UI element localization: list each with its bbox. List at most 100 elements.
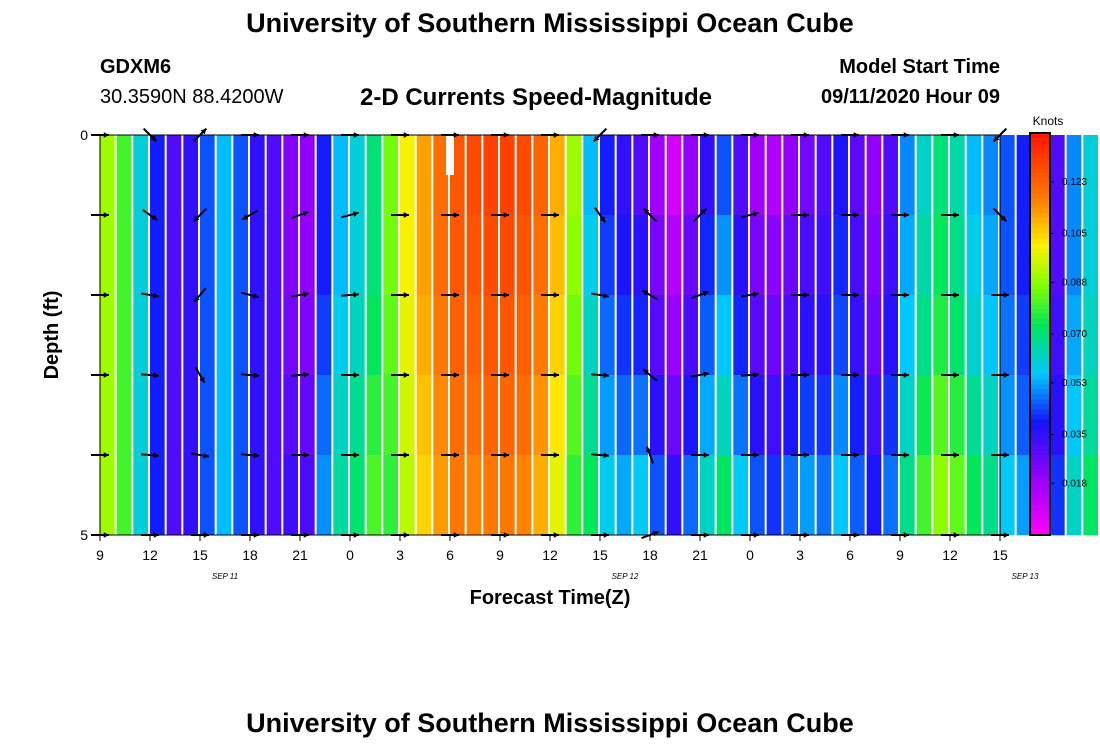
- y-tick-label: 0: [80, 127, 88, 143]
- current-vector: [791, 292, 809, 298]
- heatmap-cell: [466, 215, 482, 296]
- heatmap-cell: [1066, 135, 1082, 216]
- current-vector: [941, 372, 959, 378]
- current-vector: [441, 292, 459, 298]
- heatmap-cell: [816, 375, 832, 456]
- heatmap-cell: [533, 455, 548, 536]
- colorbar-swatch: [1030, 519, 1050, 526]
- heatmap-cell: [150, 215, 165, 296]
- heatmap-cell: [933, 295, 948, 376]
- x-tick-label: 3: [396, 547, 404, 563]
- x-tick-label: 3: [796, 547, 804, 563]
- heatmap-cell: [816, 215, 832, 296]
- heatmap-cell: [233, 135, 248, 216]
- heatmap-cell: [533, 215, 548, 296]
- current-vector: [341, 452, 359, 458]
- heatmap-cell: [866, 455, 882, 536]
- x-tick-label: 0: [346, 547, 354, 563]
- x-tick-label: 9: [896, 547, 904, 563]
- colorbar-swatch: [1030, 148, 1050, 154]
- heatmap-cell: [200, 295, 215, 376]
- heatmap-cell: [750, 295, 765, 376]
- heatmap-cell: [966, 215, 982, 296]
- heatmap-cell: [766, 455, 782, 536]
- heatmap-cell: [650, 375, 665, 456]
- heatmap-cell: [233, 295, 248, 376]
- heatmap-cell: [100, 135, 115, 216]
- colorbar-swatch: [1030, 283, 1050, 290]
- heatmap-cell: [250, 135, 265, 216]
- heatmap-cell: [383, 215, 398, 296]
- colorbar-swatch: [1030, 323, 1050, 330]
- heatmap-cell: [300, 135, 315, 216]
- colorbar-swatch: [1030, 218, 1050, 224]
- heatmap-cell: [633, 455, 648, 536]
- heatmap-cell: [633, 375, 648, 456]
- heatmap-cell: [916, 455, 932, 536]
- heatmap-cell: [566, 215, 582, 296]
- heatmap-cell: [650, 295, 665, 376]
- colorbar-swatch: [1030, 168, 1050, 174]
- heatmap-cell: [466, 455, 482, 536]
- colorbar-swatch: [1030, 364, 1050, 370]
- heatmap-cell: [783, 135, 798, 216]
- heatmap-cell: [716, 295, 732, 376]
- heatmap-cell: [583, 455, 598, 536]
- current-vector: [841, 212, 859, 218]
- heatmap-cell: [716, 135, 732, 216]
- colorbar-tick-label: 0.105: [1062, 229, 1087, 240]
- x-axis: 9 12 15 18 21 0 3 6 9 12 15 18 21 0 3 6 9 12 15 SEP 11 SEP 1…: [96, 535, 1039, 581]
- heatmap-cell: [416, 455, 432, 536]
- heatmap-cell: [350, 375, 365, 456]
- current-vector: [791, 212, 809, 218]
- heatmap-cell: [983, 455, 998, 536]
- heatmap-cell: [633, 135, 648, 216]
- current-vector: [193, 287, 207, 303]
- heatmap-cell: [933, 455, 948, 536]
- y-axis: 05: [80, 127, 100, 543]
- heatmap-cell: [816, 135, 832, 216]
- colorbar-swatch: [1030, 208, 1050, 214]
- heatmap-cell: [833, 455, 848, 536]
- heatmap-cell: [166, 375, 182, 456]
- heatmap-cell: [183, 375, 198, 456]
- heatmap-cell: [616, 375, 632, 456]
- heatmap-cell: [750, 375, 765, 456]
- colorbar-swatch: [1030, 479, 1050, 486]
- heatmap-cell: [1083, 455, 1098, 536]
- heatmap-cell: [700, 295, 715, 376]
- colorbar-swatch: [1030, 449, 1050, 456]
- x-tick-label: 18: [642, 547, 658, 563]
- heatmap-cell: [1016, 375, 1032, 456]
- heatmap-cell: [733, 295, 748, 376]
- heatmap-cell: [433, 215, 448, 296]
- colorbar-swatch: [1030, 133, 1050, 139]
- heatmap-cell: [416, 215, 432, 296]
- heatmap-cell: [833, 295, 848, 376]
- heatmap-cell: [283, 135, 298, 216]
- heatmap-cell: [1000, 295, 1015, 376]
- heatmap-cell: [183, 215, 198, 296]
- current-vector: [541, 212, 559, 218]
- heatmap-cell: [233, 215, 248, 296]
- colorbar-swatch: [1030, 163, 1050, 169]
- heatmap-cell: [566, 375, 582, 456]
- heatmap-cell: [966, 455, 982, 536]
- heatmap-cell: [316, 295, 332, 376]
- current-vector: [841, 372, 859, 378]
- heatmap-cell: [700, 375, 715, 456]
- heatmap-cell: [100, 455, 115, 536]
- heatmap-cell: [450, 295, 465, 376]
- heatmap-cell: [233, 375, 248, 456]
- heatmap-cell: [150, 375, 165, 456]
- heatmap-cell: [483, 135, 498, 216]
- heatmap-cell: [750, 455, 765, 536]
- heatmap-cell: [600, 375, 615, 456]
- heatmap-cell: [500, 135, 515, 216]
- current-vector: [241, 291, 259, 299]
- current-vector: [641, 289, 659, 301]
- station-id: GDXM6: [100, 56, 172, 78]
- footer-title: University of Southern Mississippi Ocean…: [246, 708, 854, 738]
- heatmap-cell: [566, 295, 582, 376]
- current-vector: [691, 452, 709, 458]
